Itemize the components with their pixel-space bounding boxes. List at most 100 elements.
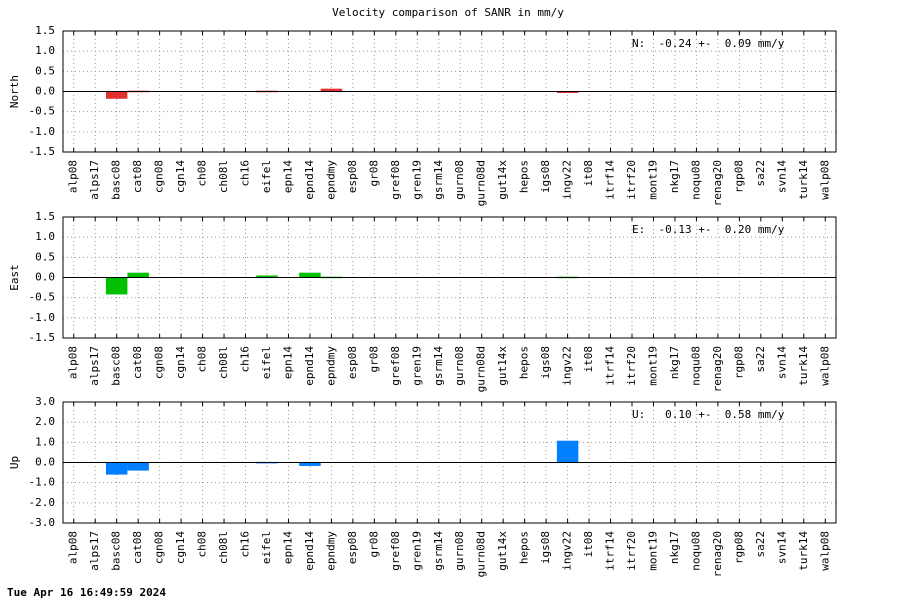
x-tick-label: renag20: [711, 531, 724, 577]
x-tick-label: cat08: [131, 531, 144, 564]
x-tick-label: hepos: [518, 531, 531, 564]
x-tick-label: igs08: [539, 531, 552, 564]
x-tick-label: gr08: [367, 160, 380, 187]
x-tick-label: mont19: [646, 531, 659, 571]
x-tick-label: itrf14: [604, 160, 617, 200]
x-tick-label: esp08: [346, 531, 359, 564]
x-tick-label: ingv22: [561, 531, 574, 571]
y-axis-label: North: [8, 75, 21, 108]
y-tick-label: 1.5: [35, 210, 55, 223]
x-tick-label: it08: [582, 346, 595, 373]
x-tick-label: itrf14: [604, 346, 617, 386]
x-tick-label: alps17: [88, 346, 101, 386]
x-tick-label: gref08: [389, 160, 402, 200]
x-tick-label: gren19: [410, 160, 423, 200]
x-tick-label: gut14x: [496, 160, 509, 200]
x-tick-label: epnd14: [303, 531, 316, 571]
x-tick-label: itrf14: [604, 531, 617, 571]
x-tick-label: epnd14: [303, 346, 316, 386]
x-tick-label: gurn08d: [475, 346, 488, 392]
x-tick-label: turk14: [797, 160, 810, 200]
y-tick-label: -3.0: [29, 516, 56, 529]
y-tick-label: 1.0: [35, 435, 55, 448]
annotation: E: -0.13 +- 0.20 mm/y: [632, 223, 785, 236]
x-tick-label: noqu08: [689, 531, 702, 571]
x-tick-label: walp08: [818, 531, 831, 571]
x-tick-label: gref08: [389, 531, 402, 571]
x-tick-label: cgn08: [153, 346, 166, 379]
x-tick-label: sa22: [754, 160, 767, 187]
x-tick-label: cgn08: [153, 531, 166, 564]
x-tick-label: cgn14: [174, 160, 187, 193]
x-tick-label: itrf20: [625, 160, 638, 200]
x-tick-label: hepos: [518, 346, 531, 379]
x-tick-label: basc08: [110, 531, 123, 571]
bar: [105, 91, 128, 99]
x-tick-label: gurn08d: [475, 160, 488, 206]
annotation: N: -0.24 +- 0.09 mm/y: [632, 37, 785, 50]
x-tick-label: sa22: [754, 531, 767, 558]
x-tick-label: epn14: [281, 346, 294, 379]
x-tick-label: alp08: [67, 346, 80, 379]
x-tick-label: cat08: [131, 160, 144, 193]
x-tick-label: walp08: [818, 346, 831, 386]
y-tick-label: 2.0: [35, 415, 55, 428]
bar: [127, 462, 149, 471]
x-tick-label: ingv22: [561, 346, 574, 386]
x-tick-label: alp08: [67, 531, 80, 564]
x-tick-label: sa22: [754, 346, 767, 373]
x-tick-label: mont19: [646, 346, 659, 386]
x-tick-label: nkg17: [668, 346, 681, 379]
y-tick-label: 3.0: [35, 395, 55, 408]
x-tick-label: rgp08: [732, 531, 745, 564]
x-tick-label: gren19: [410, 531, 423, 571]
x-tick-label: cgn08: [153, 160, 166, 193]
x-tick-label: eifel: [260, 160, 273, 193]
plot-frame: [62, 401, 837, 524]
x-tick-label: gurn08: [453, 346, 466, 386]
x-tick-label: noqu08: [689, 346, 702, 386]
x-tick-label: ch08: [196, 531, 209, 558]
y-tick-label: 0.0: [35, 85, 55, 98]
y-tick-label: -1.0: [29, 311, 56, 324]
x-tick-label: gsrm14: [432, 346, 445, 386]
x-tick-label: eifel: [260, 346, 273, 379]
x-tick-label: walp08: [818, 160, 831, 200]
x-tick-label: gut14x: [496, 346, 509, 386]
y-tick-label: 0.0: [35, 456, 55, 469]
bar: [127, 272, 149, 278]
x-tick-label: ch08l: [217, 531, 230, 564]
x-tick-label: ch08l: [217, 160, 230, 193]
y-tick-label: 1.0: [35, 230, 55, 243]
x-tick-label: gr08: [367, 346, 380, 373]
x-tick-label: ch16: [239, 160, 252, 187]
y-tick-label: 0.0: [35, 271, 55, 284]
x-tick-label: basc08: [110, 160, 123, 200]
x-tick-label: it08: [582, 531, 595, 558]
x-tick-label: esp08: [346, 160, 359, 193]
bar: [556, 440, 579, 463]
x-tick-label: epnd14: [303, 160, 316, 200]
bar: [105, 277, 128, 295]
y-tick-label: 0.5: [35, 64, 55, 77]
x-tick-label: renag20: [711, 346, 724, 392]
x-tick-label: ch08l: [217, 346, 230, 379]
x-tick-label: cgn14: [174, 346, 187, 379]
x-tick-label: itrf20: [625, 346, 638, 386]
x-tick-label: rgp08: [732, 160, 745, 193]
x-tick-label: svn14: [775, 531, 788, 564]
y-axis-label: East: [8, 264, 21, 291]
plot-frame: [62, 30, 837, 153]
x-tick-label: it08: [582, 160, 595, 187]
bar: [299, 462, 321, 466]
y-tick-label: -1.5: [29, 331, 56, 344]
x-tick-label: gref08: [389, 346, 402, 386]
y-tick-label: 0.5: [35, 250, 55, 263]
x-tick-label: igs08: [539, 160, 552, 193]
x-tick-label: ch16: [239, 531, 252, 558]
x-tick-label: epn14: [281, 160, 294, 193]
x-tick-label: eifel: [260, 531, 273, 564]
x-tick-label: itrf20: [625, 531, 638, 571]
y-tick-label: 1.5: [35, 24, 55, 37]
bar: [320, 88, 343, 92]
